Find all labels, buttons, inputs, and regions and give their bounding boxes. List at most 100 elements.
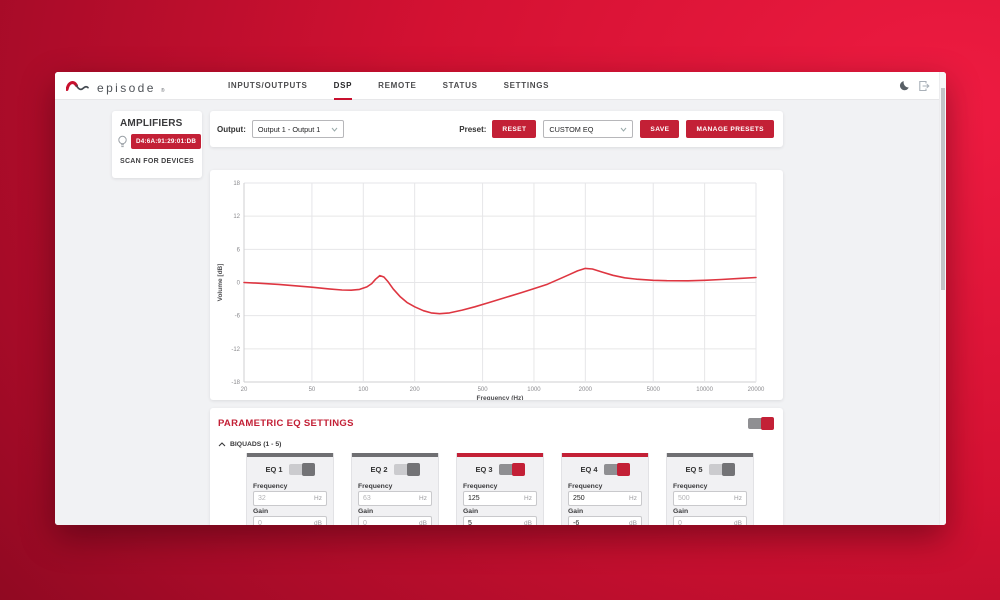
lightbulb-icon[interactable] [117,135,128,149]
band-toggle[interactable] [603,462,630,476]
frequency-input: 32 Hz [253,491,327,506]
band-label: EQ 2 [370,464,388,474]
tab-remote[interactable]: REMOTE [378,80,417,90]
svg-text:50: 50 [309,387,316,393]
parametric-eq-panel: PARAMETRIC EQ SETTINGS BIQUADS (1 - 5) E… [210,408,783,525]
output-select-value: Output 1 - Output 1 [257,124,321,134]
frequency-input[interactable]: 125 Hz [463,491,537,506]
band-toggle[interactable] [498,462,525,476]
gain-label: Gain [358,508,374,515]
svg-text:0: 0 [237,281,241,287]
logout-icon[interactable] [918,80,930,92]
scan-for-devices-button[interactable]: SCAN FOR DEVICES [119,158,195,165]
eq-band-card-1: EQ 1 Frequency 32 Hz Gain 0 dB [246,453,334,525]
svg-text:200: 200 [410,387,421,393]
eq-band-card-2: EQ 2 Frequency 63 Hz Gain 0 dB [351,453,439,525]
top-nav: episode ® INPUTS/OUTPUTS DSP REMOTE STAT… [55,72,946,100]
frequency-input: 500 Hz [673,491,747,506]
gain-input[interactable]: 5 dB [463,516,537,525]
frequency-label: Frequency [358,483,393,490]
svg-text:12: 12 [233,214,240,220]
eq-band-card-3: EQ 3 Frequency 125 Hz Gain 5 dB [456,453,544,525]
app-window: episode ® INPUTS/OUTPUTS DSP REMOTE STAT… [55,72,946,525]
eq-band-card-4: EQ 4 Frequency 250 Hz Gain -6 dB [561,453,649,525]
output-select[interactable]: Output 1 - Output 1 [251,120,344,138]
moon-icon[interactable] [899,80,910,91]
biquads-group-label: BIQUADS (1 - 5) [230,441,282,448]
biquads-group-header[interactable]: BIQUADS (1 - 5) [218,441,783,448]
brand-name: episode [97,80,156,95]
nav-tabs: INPUTS/OUTPUTS DSP REMOTE STATUS SETTING… [228,72,549,100]
save-button[interactable]: SAVE [640,120,680,138]
wave-logo-icon [66,80,89,91]
frequency-label: Frequency [463,483,498,490]
gain-label: Gain [253,508,269,515]
eq-band-row: EQ 1 Frequency 32 Hz Gain 0 dB [210,453,783,525]
gain-label: Gain [568,508,584,515]
svg-text:20000: 20000 [748,387,765,393]
tab-settings[interactable]: SETTINGS [503,80,550,90]
gain-input: 0 dB [253,516,327,525]
frequency-label: Frequency [253,483,288,490]
chevron-up-icon [218,442,226,447]
svg-text:Volume [dB]: Volume [dB] [217,264,224,302]
svg-text:-18: -18 [231,380,240,386]
svg-text:100: 100 [358,387,369,393]
svg-text:20: 20 [241,387,248,393]
svg-text:6: 6 [237,247,241,253]
chevron-down-icon [331,127,338,132]
svg-text:1000: 1000 [527,387,541,393]
svg-text:5000: 5000 [647,387,661,393]
svg-text:-6: -6 [235,314,241,320]
device-address-button[interactable]: D4:6A:91:29:01:DB [131,134,202,149]
band-toggle[interactable] [288,462,315,476]
frequency-input[interactable]: 250 Hz [568,491,642,506]
amplifiers-panel: AMPLIFIERS D4:6A:91:29:01:DB SCAN FOR DE… [112,111,202,178]
parametric-eq-master-toggle[interactable] [748,417,774,430]
frequency-input: 63 Hz [358,491,432,506]
svg-text:Frequency (Hz): Frequency (Hz) [477,395,524,400]
parametric-eq-title: PARAMETRIC EQ SETTINGS [218,418,354,429]
svg-text:10000: 10000 [696,387,713,393]
preset-label: Preset: [459,124,487,134]
eq-response-chart-card: 18 12 6 0 -6 -12 -18 20 50 100 200 500 1000 2000 5000 1… [210,170,783,402]
page-body: AMPLIFIERS D4:6A:91:29:01:DB SCAN FOR DE… [55,100,946,525]
band-status-bar [247,453,333,457]
tab-status[interactable]: STATUS [442,80,478,90]
amplifiers-title: AMPLIFIERS [120,118,183,129]
preset-select[interactable]: CUSTOM EQ [543,120,634,138]
band-status-bar [667,453,753,457]
episode-logo[interactable]: episode ® [66,78,194,94]
reset-button[interactable]: RESET [492,120,537,138]
preset-select-value: CUSTOM EQ [549,124,594,134]
eq-band-card-5: EQ 5 Frequency 500 Hz Gain 0 dB [666,453,754,525]
band-toggle[interactable] [393,462,420,476]
svg-text:-12: -12 [231,347,240,353]
band-label: EQ 3 [475,464,493,474]
gain-input[interactable]: -6 dB [568,516,642,525]
parametric-eq-header: PARAMETRIC EQ SETTINGS [210,408,783,430]
gain-input: 0 dB [358,516,432,525]
gain-input: 0 dB [673,516,747,525]
chevron-down-icon [621,127,627,132]
manage-presets-button[interactable]: MANAGE PRESETS [686,120,774,138]
output-preset-toolbar: Output: Output 1 - Output 1 Preset: RESE… [210,111,783,147]
svg-text:500: 500 [478,387,489,393]
nav-actions [899,80,930,92]
band-status-bar [457,453,543,457]
svg-text:18: 18 [233,181,240,187]
band-status-bar [352,453,438,457]
frequency-label: Frequency [568,483,603,490]
band-toggle[interactable] [708,462,735,476]
scrollbar-thumb[interactable] [941,88,945,290]
band-label: EQ 4 [580,464,598,474]
band-label: EQ 5 [685,464,703,474]
output-label: Output: [217,124,246,134]
tab-dsp[interactable]: DSP [334,72,353,100]
frequency-label: Frequency [673,483,708,490]
tab-inputs-outputs[interactable]: INPUTS/OUTPUTS [228,80,308,90]
brand-trademark: ® [160,87,165,94]
band-status-bar [562,453,648,457]
